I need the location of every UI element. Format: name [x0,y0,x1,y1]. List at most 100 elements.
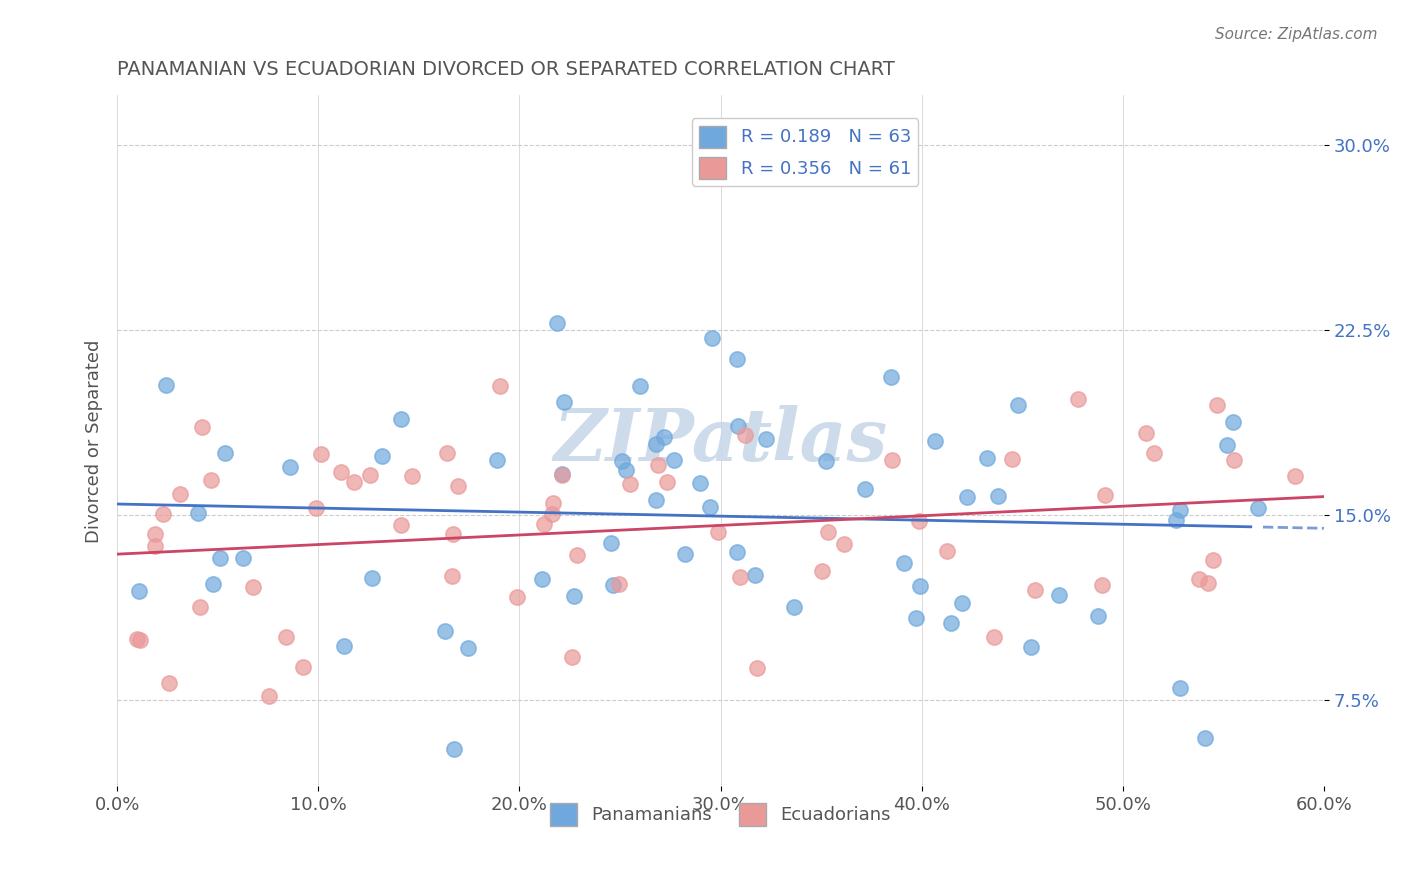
Point [152,507,174,521]
Point [1284,468,1306,483]
Point [157,675,180,690]
Point [1206,398,1229,412]
Point [232,550,254,565]
Point [607,576,630,591]
Point [699,500,721,514]
Point [725,352,748,367]
Point [434,624,457,638]
Point [191,420,214,434]
Point [1007,398,1029,412]
Point [662,453,685,467]
Point [441,527,464,541]
Text: ZIPatlas: ZIPatlas [554,406,887,476]
Point [673,548,696,562]
Point [257,689,280,703]
Point [904,611,927,625]
Point [834,537,856,551]
Point [610,453,633,467]
Point [652,430,675,444]
Point [880,370,903,384]
Point [506,590,529,604]
Point [1247,500,1270,515]
Point [700,330,723,344]
Point [1168,681,1191,695]
Point [389,518,412,533]
Point [486,453,509,467]
Point [655,475,678,490]
Point [647,458,669,472]
Point [1090,578,1112,592]
Point [441,568,464,582]
Point [1166,512,1188,526]
Point [1047,588,1070,602]
Point [1001,451,1024,466]
Point [489,378,512,392]
Point [811,564,834,578]
Point [908,579,931,593]
Point [1188,572,1211,586]
Point [562,589,585,603]
Point [814,453,837,467]
Point [567,548,589,562]
Point [1024,582,1046,597]
Point [278,459,301,474]
Point [1215,438,1237,452]
Point [200,473,222,487]
Point [389,412,412,426]
Point [292,659,315,673]
Point [125,632,148,647]
Point [541,496,564,510]
Point [727,419,749,434]
Point [853,483,876,497]
Point [602,578,624,592]
Point [305,500,328,515]
Point [706,525,728,540]
Point [143,526,166,541]
Point [939,615,962,630]
Point [1194,731,1216,745]
Point [155,378,177,392]
Point [882,453,904,467]
Legend: Panamanians, Ecuadorians: Panamanians, Ecuadorians [543,797,898,833]
Point [1135,425,1157,440]
Point [457,641,479,656]
Point [436,446,458,460]
Point [533,516,555,531]
Point [546,316,568,330]
Point [530,572,553,586]
Point [169,487,191,501]
Point [343,475,366,489]
Point [187,506,209,520]
Point [976,451,998,466]
Point [689,476,711,491]
Point [1222,415,1244,429]
Point [1168,503,1191,517]
Point [728,570,751,584]
Point [333,639,356,653]
Point [1067,392,1090,406]
Point [561,649,583,664]
Y-axis label: Divorced or Separated: Divorced or Separated [86,339,103,542]
Point [128,632,150,647]
Point [817,524,839,539]
Point [1087,608,1109,623]
Point [755,432,778,446]
Point [447,479,470,493]
Point [734,427,756,442]
Point [1143,446,1166,460]
Point [145,540,167,554]
Point [983,630,1005,644]
Point [551,467,574,482]
Point [1197,576,1219,591]
Point [745,661,768,675]
Point [645,492,668,507]
Point [1021,640,1043,654]
Point [1094,488,1116,502]
Point [551,467,574,482]
Point [329,466,352,480]
Point [599,536,621,550]
Point [242,580,264,594]
Point [744,568,766,582]
Point [644,437,666,451]
Point [924,434,946,449]
